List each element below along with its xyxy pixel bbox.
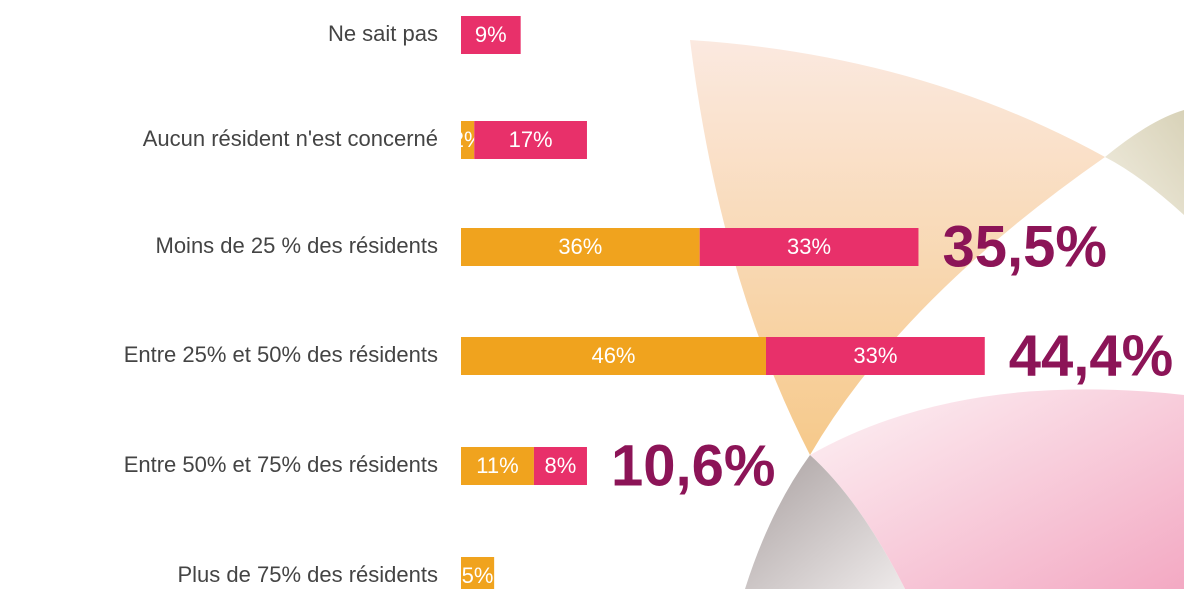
- value-label: 17%: [509, 127, 553, 152]
- total-annotation: 44,4%: [1009, 323, 1173, 388]
- bar-segment: [533, 447, 587, 485]
- bar-segment: [699, 228, 919, 266]
- value-label: 33%: [787, 234, 831, 259]
- bar-segment: [461, 121, 475, 159]
- bar-segment: [461, 337, 766, 375]
- value-label: 9%: [475, 22, 507, 47]
- background-decoration: [690, 40, 1184, 589]
- value-label: 11%: [476, 453, 518, 478]
- category-label: Ne sait pas: [328, 21, 438, 46]
- bar-segment: [461, 16, 521, 54]
- value-label: 36%: [558, 234, 602, 259]
- value-label: 5%: [462, 563, 494, 588]
- value-label: 33%: [853, 343, 897, 368]
- category-label: Entre 50% et 75% des résidents: [124, 452, 438, 477]
- value-label: 46%: [591, 343, 635, 368]
- total-annotation: 35,5%: [942, 214, 1106, 279]
- bar-segment: [474, 121, 587, 159]
- bar-segment: [461, 228, 700, 266]
- bar-segment: [461, 447, 534, 485]
- total-annotation: 10,6%: [611, 433, 775, 498]
- category-label: Moins de 25 % des résidents: [156, 233, 439, 258]
- category-label: Entre 25% et 50% des résidents: [124, 342, 438, 367]
- value-label: 8%: [545, 453, 577, 478]
- category-label: Plus de 75% des résidents: [178, 562, 439, 587]
- category-label: Aucun résident n'est concerné: [143, 126, 438, 151]
- bar-segment: [765, 337, 985, 375]
- bar-segment: [461, 557, 495, 589]
